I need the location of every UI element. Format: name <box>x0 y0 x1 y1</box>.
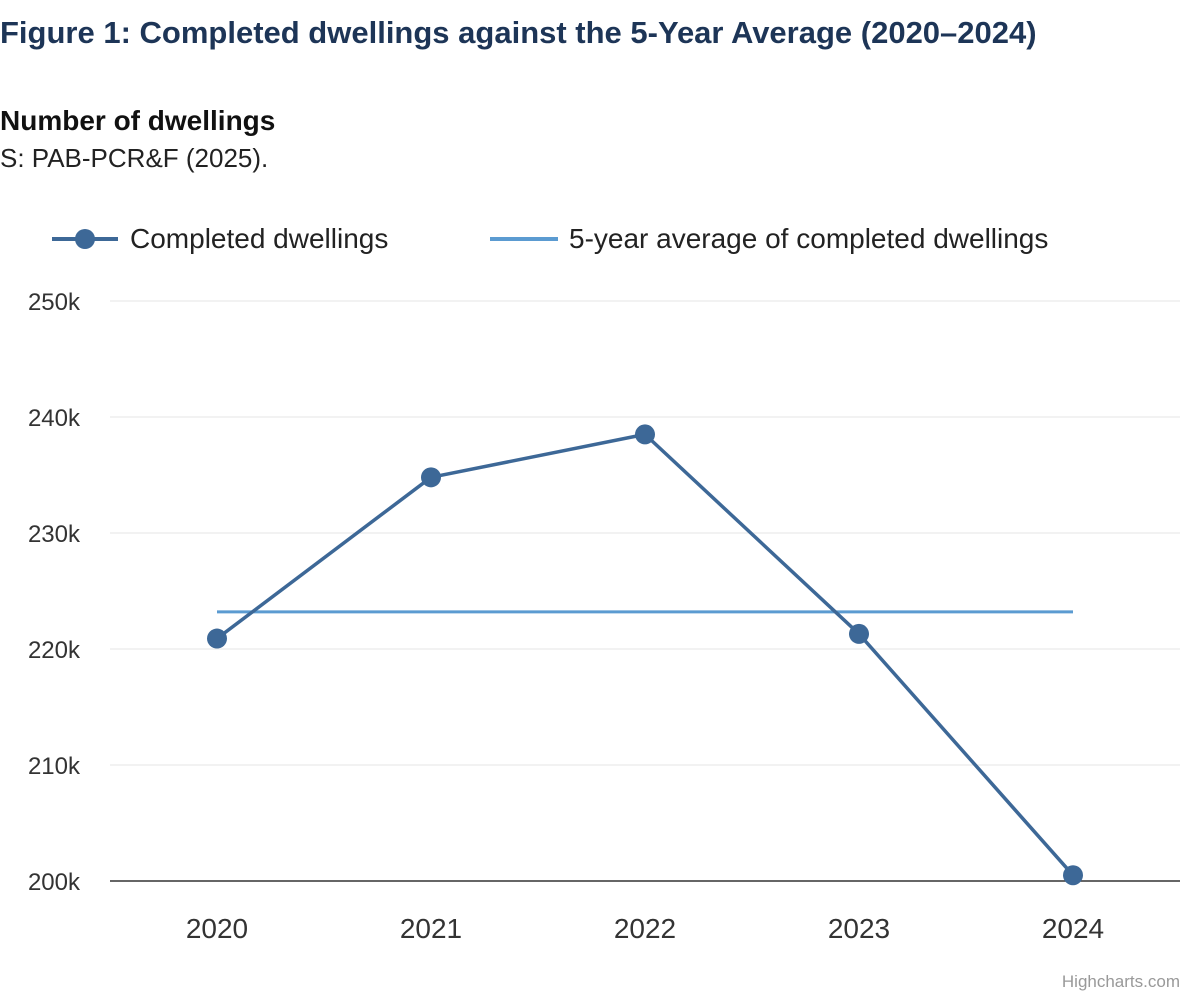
data-point-completed-2024[interactable] <box>1063 865 1083 886</box>
y-tick-label-230k: 230k <box>28 521 81 548</box>
legend-label-average: 5-year average of completed dwellings <box>569 223 1048 254</box>
legend[interactable]: Completed dwellings 5-year average of co… <box>52 223 1048 254</box>
data-point-completed-2022[interactable] <box>635 424 655 445</box>
data-point-completed-2023[interactable] <box>849 623 869 644</box>
series <box>207 424 1083 886</box>
x-axis: 2020 2021 2022 2023 2024 <box>110 880 1180 944</box>
data-point-completed-2021[interactable] <box>421 467 441 488</box>
legend-item-completed[interactable]: Completed dwellings <box>52 223 388 254</box>
data-point-completed-2020[interactable] <box>207 628 227 649</box>
y-tick-label-220k: 220k <box>28 637 81 664</box>
highcharts-credit[interactable]: Highcharts.com <box>1061 972 1180 991</box>
y-axis: 200k 210k 220k 230k 240k 250k <box>28 289 81 896</box>
x-tick-label-2023: 2023 <box>828 913 890 944</box>
x-tick-label-2022: 2022 <box>614 913 676 944</box>
y-tick-label-200k: 200k <box>28 869 81 896</box>
legend-label-completed: Completed dwellings <box>130 223 388 254</box>
chart-source: S: PAB-PCR&F (2025). <box>0 143 269 173</box>
gridlines <box>110 300 1180 766</box>
y-tick-label-210k: 210k <box>28 753 81 780</box>
x-tick-label-2021: 2021 <box>400 913 462 944</box>
chart-subtitle: Number of dwellings <box>0 105 276 136</box>
legend-item-average[interactable]: 5-year average of completed dwellings <box>490 223 1048 254</box>
x-tick-label-2020: 2020 <box>186 913 248 944</box>
series-line-completed-dwellings[interactable] <box>215 432 1075 877</box>
legend-completed-marker-icon <box>75 229 95 249</box>
x-tick-label-2024: 2024 <box>1042 913 1104 944</box>
y-tick-label-240k: 240k <box>28 405 81 432</box>
y-tick-label-250k: 250k <box>28 289 81 316</box>
chart-title: Figure 1: Completed dwellings against th… <box>0 15 1037 50</box>
